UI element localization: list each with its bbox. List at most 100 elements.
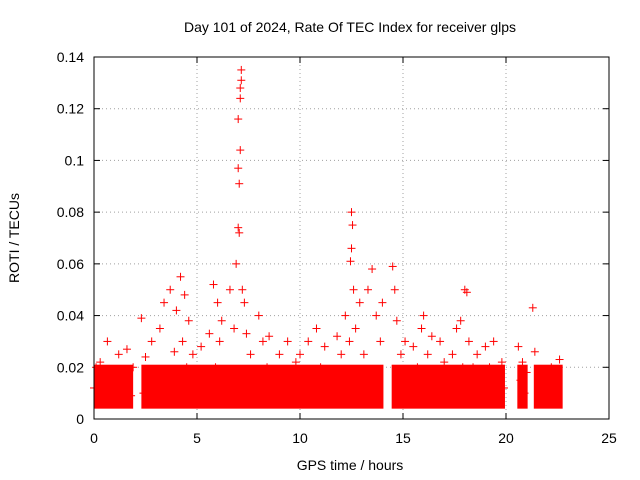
data-point [337,350,346,359]
data-point [129,363,138,372]
data-point [300,376,309,385]
data-point [516,376,525,385]
y-tick-label: 0.1 [65,152,85,168]
data-point [100,376,109,385]
data-point [469,363,478,372]
data-point [237,65,246,74]
data-point [238,285,247,294]
data-point [348,221,357,230]
data-point [543,376,552,385]
data-point [514,342,523,351]
grid-lines [94,57,609,419]
data-point [378,298,387,307]
data-point [368,265,377,274]
y-tick-label: 0.12 [57,101,84,117]
data-point [456,316,465,325]
x-axis-ticks: 0 5 10 15 20 25 [90,57,617,446]
data-point [147,337,156,346]
data-point [178,337,187,346]
data-point [242,329,251,338]
data-point [197,342,206,351]
data-point [211,363,220,372]
x-tick-label: 0 [90,430,98,446]
data-point [452,324,461,333]
data-point [209,280,218,289]
data-point [114,350,123,359]
data-point [236,94,245,103]
data-point [448,350,457,359]
data-point [170,347,179,356]
data-point [234,115,243,124]
y-axis-label: ROTI / TECUs [6,193,22,283]
data-point [279,383,288,392]
data-point [103,337,112,346]
data-point [530,347,539,356]
data-point [390,285,399,294]
data-point [265,332,274,341]
data-point [346,257,355,266]
dense-band [141,364,384,409]
data-point [423,350,432,359]
data-point [518,358,527,367]
data-point [497,358,506,367]
data-point [555,355,564,364]
data-point [401,337,410,346]
data-point [351,324,360,333]
data-point [236,84,245,93]
data-point [287,368,296,377]
data-point [258,337,267,346]
y-tick-label: 0.02 [57,359,84,375]
data-point [96,358,105,367]
data-point [316,363,325,372]
data-point [489,337,498,346]
data-point [110,368,119,377]
y-tick-label: 0 [76,411,84,427]
data-point [363,285,372,294]
data-point [141,352,150,361]
data-point [320,342,329,351]
data-point [440,358,449,367]
data-point [333,332,342,341]
data-point [417,324,426,333]
data-point [409,342,418,351]
data-point [312,324,321,333]
data-point [534,383,543,392]
data-point [388,262,397,271]
dense-band [517,364,528,409]
data-point [232,259,241,268]
data-point [254,311,263,320]
data-point [240,298,249,307]
data-point [235,179,244,188]
data-point [182,363,191,372]
data-point [269,376,278,385]
data-point [250,368,259,377]
data-point [462,288,471,297]
data-point [275,350,284,359]
dense-band [533,364,563,409]
y-tick-label: 0.04 [57,308,84,324]
data-point [291,358,300,367]
data-point [94,394,103,403]
data-point [166,285,175,294]
data-point [205,329,214,338]
data-point [539,368,548,377]
data-point [221,368,230,377]
data-point [151,386,160,395]
data-point [499,383,508,392]
data-point [155,324,164,333]
data-point [304,337,313,346]
x-tick-label: 15 [395,430,411,446]
data-point [347,208,356,217]
data-point [413,363,422,372]
data-point [477,376,486,385]
data-point [160,298,169,307]
data-point [176,272,185,281]
data-point [230,324,239,333]
data-point [427,332,436,341]
data-point [283,337,292,346]
data-point [458,363,467,372]
data-point [237,76,246,85]
data-point [296,350,304,359]
data-point [493,376,502,385]
data-point [235,228,244,237]
